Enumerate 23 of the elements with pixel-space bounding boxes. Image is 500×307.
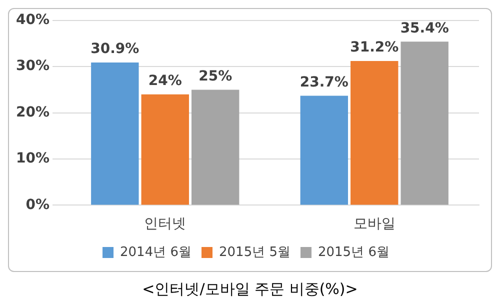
legend-label: 2014년 6월 <box>120 244 192 260</box>
x-tick-label: 모바일 <box>353 216 396 232</box>
y-tick-label: 10% <box>16 150 50 167</box>
bar <box>350 61 398 205</box>
legend-label: 2015년 5월 <box>219 244 291 260</box>
text: <인터넷/모바일 주문 비중(%)> <box>141 280 359 299</box>
data-label: 35.4% <box>400 20 449 36</box>
x-tick-label: 인터넷 <box>144 216 186 232</box>
data-label: 30.9% <box>90 41 140 58</box>
y-tick-label: 30% <box>16 58 50 74</box>
bar <box>141 94 189 205</box>
data-label: 25% <box>198 68 232 84</box>
bar <box>191 90 240 205</box>
y-tick-label: 20% <box>16 104 50 120</box>
legend-label: 2015년 6월 <box>318 244 390 260</box>
bar <box>91 62 139 205</box>
data-label: 23.7% <box>300 74 348 90</box>
y-tick-label: 0% <box>26 196 50 213</box>
bar <box>400 42 448 205</box>
data-label: 24% <box>148 72 182 89</box>
bar <box>300 96 348 205</box>
data-label: 31.2% <box>350 40 399 56</box>
y-tick-label: 40% <box>16 12 50 28</box>
